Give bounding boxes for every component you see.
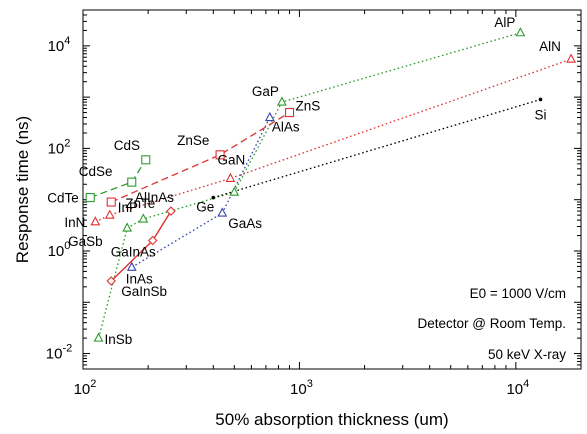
- y-axis-title: Response time (ns): [13, 116, 32, 263]
- data-point-alinas: [167, 207, 175, 215]
- point-label-si: Si: [535, 107, 547, 122]
- y-tick-label: 10-2: [46, 343, 72, 363]
- data-point-znte: [107, 198, 115, 206]
- point-label-ge: Ge: [196, 200, 214, 215]
- y-tick-label: 100: [48, 240, 71, 260]
- data-point-cdse: [128, 178, 136, 186]
- point-label-alp: AlP: [494, 15, 515, 30]
- series-line-6: [213, 100, 540, 198]
- point-label-cds: CdS: [114, 138, 140, 153]
- data-point-inn: [91, 217, 99, 225]
- annotation-1: Detector @ Room Temp.: [417, 316, 566, 331]
- data-point-zns: [286, 109, 294, 117]
- point-label-alinas: AlInAs: [135, 190, 174, 205]
- annotations: E0 = 1000 V/cm Detector @ Room Temp. 50 ke…: [417, 286, 566, 362]
- annotation-0: E0 = 1000 V/cm: [470, 286, 566, 301]
- data-point-gaas: [218, 209, 226, 217]
- data-point-aln: [567, 55, 575, 63]
- data-point-cdte: [86, 194, 94, 202]
- data-point-cds: [142, 156, 150, 164]
- data-point-gan: [226, 174, 234, 182]
- data-point-insb: [95, 334, 103, 342]
- data-point-gasb: [123, 224, 131, 232]
- data-point-alp: [516, 28, 524, 36]
- data-point-si: [539, 98, 543, 102]
- x-axis-title: 50% absorption thickness (um): [215, 410, 448, 429]
- point-label-gan: GaN: [217, 152, 245, 167]
- point-label-znse: ZnSe: [177, 133, 209, 148]
- point-label-gasb: GaSb: [68, 234, 103, 249]
- point-label-zns: ZnS: [296, 99, 321, 114]
- point-label-gap: GaP: [252, 84, 279, 99]
- point-label-aln: AlN: [539, 39, 561, 54]
- point-label-alas: AlAs: [272, 120, 300, 135]
- point-label-cdse: CdSe: [79, 164, 113, 179]
- point-label-inn: InN: [64, 215, 85, 230]
- data-point-inp: [106, 211, 114, 219]
- point-label-inas: InAs: [126, 271, 153, 286]
- series-line-2: [111, 113, 289, 203]
- point-label-cdte: CdTe: [47, 191, 79, 206]
- x-tick-label: 103: [290, 378, 313, 398]
- y-tick-label: 102: [48, 137, 71, 157]
- y-tick-label: 104: [48, 35, 71, 55]
- point-label-insb: InSb: [105, 332, 133, 347]
- x-tick-label: 104: [506, 378, 529, 398]
- annotation-2: 50 keV X-ray: [488, 347, 566, 362]
- data-point: [230, 188, 238, 196]
- point-label-gaas: GaAs: [228, 216, 262, 231]
- x-tick-label: 102: [74, 378, 97, 398]
- point-label-gainas: GaInAs: [111, 245, 156, 260]
